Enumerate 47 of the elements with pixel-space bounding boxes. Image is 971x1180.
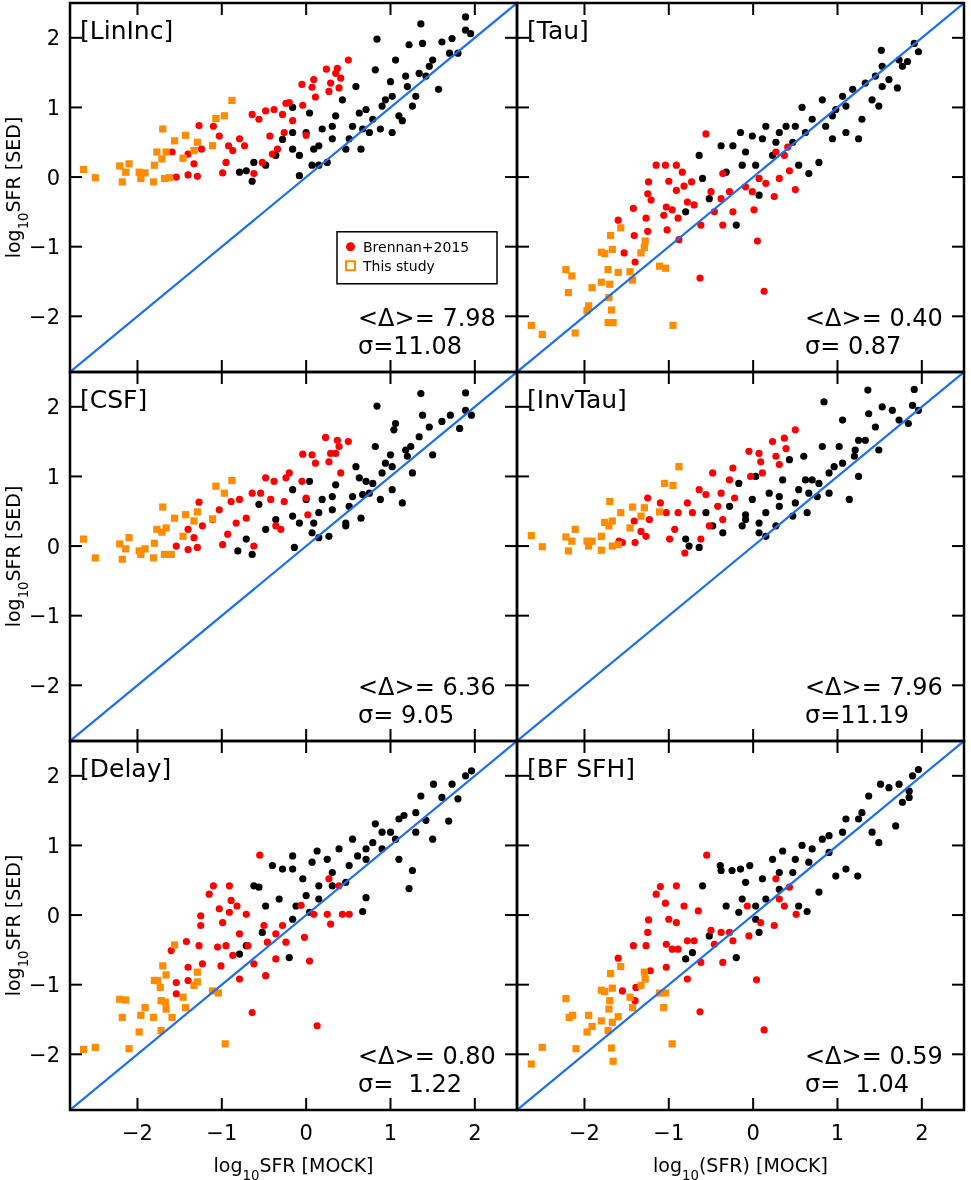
- annotation: σ= 0.87: [805, 332, 902, 360]
- y-tick-label: −2: [29, 304, 60, 329]
- annotation: σ=11.08: [358, 332, 463, 360]
- y-tick-label: 1: [46, 833, 60, 858]
- y-tick-label: 2: [46, 26, 60, 51]
- y-tick-label: 0: [46, 165, 60, 190]
- y-tick-label: −2: [29, 673, 60, 698]
- x-tick-label: −1: [206, 1121, 238, 1145]
- y-tick-label: 0: [46, 903, 60, 928]
- x-tick-label: −2: [121, 1121, 153, 1145]
- x-tick-label: 1: [830, 1121, 845, 1145]
- x-tick-label: 2: [915, 1121, 929, 1145]
- annotation: <Δ>= 7.98: [358, 304, 496, 332]
- legend-label: Brennan+2015: [363, 238, 470, 255]
- annotation: [InvTau]: [527, 385, 627, 414]
- x-axis-title: log$_{10}$SFR [MOCK]: [213, 1154, 374, 1180]
- annotation: [Delay]: [80, 754, 172, 783]
- y-tick-label: 2: [46, 764, 60, 789]
- annotation: σ= 1.04: [805, 1070, 910, 1098]
- y-tick-label: 2: [46, 395, 60, 420]
- x-tick-label: −2: [568, 1121, 600, 1145]
- annotation: <Δ>= 7.96: [805, 673, 943, 701]
- annotation: σ= 9.05: [358, 701, 455, 729]
- legend-label: This study: [362, 257, 435, 274]
- x-tick-label: −1: [653, 1121, 685, 1145]
- y-tick-label: −1: [29, 973, 60, 998]
- y-tick-label: 0: [46, 534, 60, 559]
- annotation: σ=11.19: [805, 701, 910, 729]
- y-tick-label: 1: [46, 464, 60, 489]
- y-tick-label: −1: [29, 235, 60, 260]
- x-tick-label: 2: [468, 1121, 482, 1145]
- annotation: [CSF]: [80, 385, 148, 414]
- annotation: <Δ>= 0.59: [805, 1042, 943, 1070]
- y-tick-label: −1: [29, 604, 60, 629]
- x-tick-label: 1: [383, 1121, 398, 1145]
- y-tick-label: −2: [29, 1042, 60, 1067]
- annotation: [Tau]: [527, 16, 589, 45]
- annotation: <Δ>= 0.80: [358, 1042, 496, 1070]
- annotation: σ= 1.22: [358, 1070, 463, 1098]
- annotation: <Δ>= 6.36: [358, 673, 496, 701]
- x-tick-label: 0: [746, 1121, 760, 1145]
- annotation: [BF SFH]: [527, 754, 636, 783]
- annotation: <Δ>= 0.40: [805, 304, 943, 332]
- y-tick-label: 1: [46, 95, 60, 120]
- x-tick-label: 0: [299, 1121, 313, 1145]
- annotation: [LinInc]: [80, 16, 174, 45]
- x-axis-title: log$_{10}$(SFR) [MOCK]: [653, 1154, 828, 1180]
